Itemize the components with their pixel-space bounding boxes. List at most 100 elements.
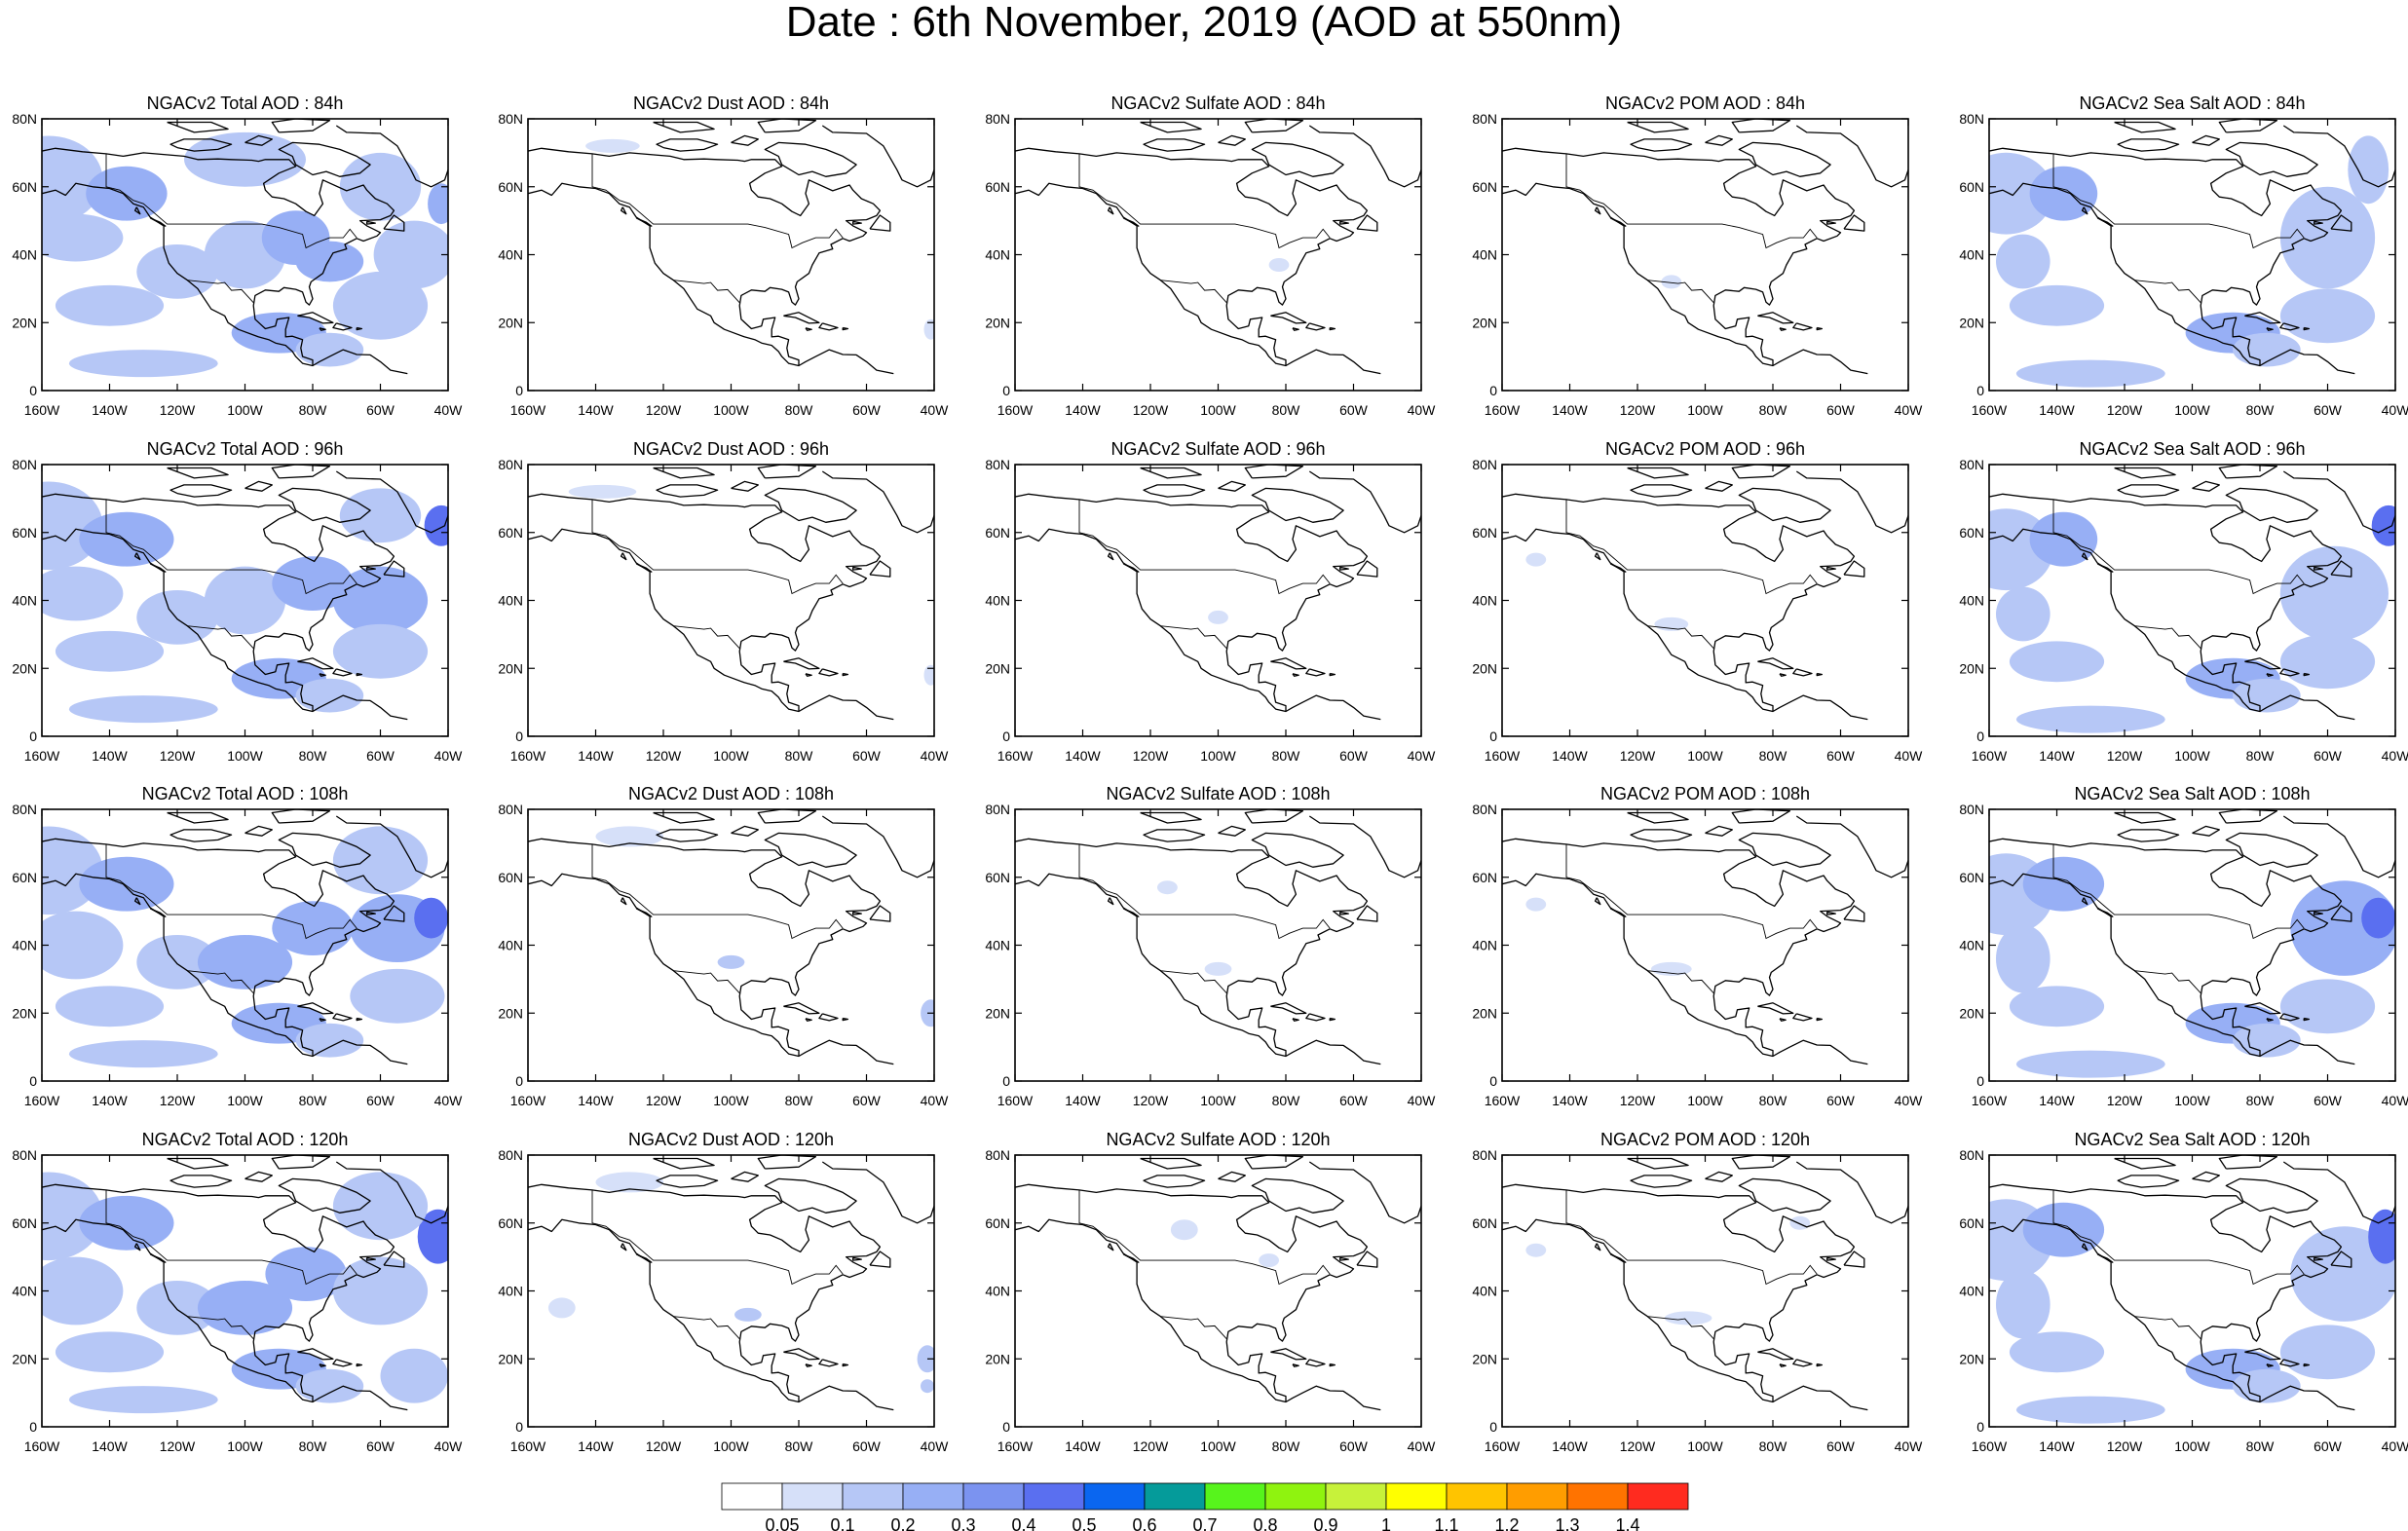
national-border	[105, 153, 357, 249]
aod-shading	[295, 678, 364, 713]
lat-tick-label: 80N	[1959, 802, 1984, 817]
aod-shading	[332, 1172, 429, 1241]
lon-tick-label: 120W	[1133, 748, 1169, 764]
lat-tick-label: 0	[515, 1419, 523, 1435]
aod-shading	[272, 556, 354, 611]
lon-tick-label: 100W	[1200, 402, 1236, 418]
island-outline	[2266, 327, 2274, 331]
lon-tick-label: 120W	[1620, 1438, 1656, 1454]
island-outline	[365, 566, 376, 571]
aod-shading	[136, 1281, 218, 1335]
lon-tick-label: 100W	[713, 1438, 749, 1454]
island-outline	[805, 673, 812, 677]
map-background	[1015, 465, 1421, 736]
lat-tick-label: 20N	[1472, 660, 1497, 676]
island-outline	[1218, 825, 1246, 837]
island-outline	[805, 1018, 812, 1022]
island-outline	[1338, 220, 1349, 225]
aod-shading	[295, 332, 364, 367]
lon-tick-label: 60W	[366, 402, 395, 418]
national-border	[2134, 970, 2201, 994]
lat-tick-label: 80N	[1959, 1147, 1984, 1163]
aod-shading	[42, 135, 103, 225]
island-outline	[167, 1157, 229, 1170]
map-panel-dust-108h: NGACv2 Dust AOD : 108h 0 20N 40N 60N 80N 160W 1…	[498, 784, 949, 1108]
lon-tick-label: 60W	[1826, 1093, 1856, 1108]
coastline	[42, 873, 408, 1065]
coastline-greenland	[335, 815, 448, 878]
island-outline	[620, 1243, 627, 1251]
island-outline	[332, 1359, 353, 1367]
panel-title: NGACv2 Total AOD : 108h	[142, 784, 349, 803]
lon-tick-label: 100W	[1200, 748, 1236, 764]
lat-tick-label: 60N	[498, 870, 523, 885]
lat-tick-label: 60N	[1472, 870, 1497, 885]
lon-tick-label: 140W	[578, 1093, 614, 1108]
island-outline	[2192, 1171, 2220, 1182]
island-outline	[297, 312, 334, 324]
lon-tick-label: 60W	[366, 1438, 395, 1454]
map-panel-sulfate-84h: NGACv2 Sulfate AOD : 84h 0 20N 40N 60N 80N 160…	[985, 93, 1436, 418]
island-outline	[783, 1002, 820, 1015]
panel-title: NGACv2 Total AOD : 120h	[142, 1130, 349, 1149]
map-layers	[1989, 809, 2395, 1078]
lon-tick-label: 120W	[1133, 1093, 1169, 1108]
national-border	[1078, 153, 1331, 249]
island-outline	[1738, 141, 1831, 177]
island-outline	[2117, 138, 2180, 152]
map-background	[528, 1155, 934, 1427]
lon-tick-label: 100W	[1687, 748, 1723, 764]
aod-shading	[585, 138, 640, 153]
island-outline	[2330, 905, 2352, 922]
island-outline	[2330, 214, 2352, 232]
island-outline	[2303, 326, 2311, 331]
island-outline	[1705, 825, 1733, 837]
aod-shading	[595, 1172, 664, 1193]
map-layers	[528, 1155, 934, 1411]
island-outline	[167, 467, 229, 479]
panel-title: NGACv2 Sea Salt AOD : 120h	[2074, 1130, 2310, 1149]
island-outline	[2081, 552, 2088, 561]
map-panel-sulfate-108h: NGACv2 Sulfate AOD : 108h 0 20N 40N 60N 80N 16…	[985, 784, 1436, 1108]
lat-tick-label: 20N	[985, 1005, 1010, 1021]
lon-tick-label: 140W	[1065, 1093, 1101, 1108]
island-outline	[635, 1253, 653, 1263]
island-outline	[2081, 206, 2088, 215]
lon-tick-label: 160W	[510, 402, 546, 418]
aod-shading	[2009, 986, 2105, 1027]
island-outline	[1825, 1256, 1836, 1261]
island-outline	[297, 657, 334, 670]
lon-tick-label: 40W	[434, 748, 464, 764]
national-border	[2134, 625, 2201, 650]
island-outline	[1627, 1157, 1689, 1170]
colorbar-label: 0.2	[890, 1515, 915, 1531]
aod-shading	[2009, 641, 2105, 683]
lon-tick-label: 80W	[2246, 748, 2276, 764]
coastline	[42, 838, 395, 1057]
aod-shading	[2279, 186, 2376, 289]
panel-title: NGACv2 Dust AOD : 108h	[628, 784, 834, 803]
island-outline	[2114, 467, 2176, 479]
lon-tick-label: 60W	[2314, 748, 2343, 764]
map-layers	[42, 465, 448, 724]
lon-tick-label: 120W	[646, 748, 682, 764]
lat-tick-label: 0	[1976, 1073, 1984, 1089]
colorbar-swatch	[1325, 1482, 1387, 1511]
aod-shading	[55, 986, 165, 1027]
island-outline	[851, 911, 862, 915]
island-outline	[1779, 327, 1787, 331]
lat-tick-label: 60N	[12, 870, 37, 885]
colorbar-label: 1.1	[1434, 1515, 1458, 1531]
lon-tick-label: 160W	[510, 1093, 546, 1108]
aod-shading	[350, 968, 445, 1024]
lat-tick-label: 60N	[1959, 525, 1984, 541]
island-outline	[1270, 1348, 1307, 1361]
island-outline	[851, 566, 862, 571]
island-outline	[2313, 566, 2323, 571]
colorbar-label: 1.2	[1494, 1515, 1519, 1531]
island-outline	[149, 217, 167, 227]
lon-tick-label: 120W	[160, 402, 196, 418]
island-outline	[332, 322, 353, 331]
coastline	[1015, 493, 1369, 712]
lon-tick-label: 80W	[2246, 402, 2276, 418]
